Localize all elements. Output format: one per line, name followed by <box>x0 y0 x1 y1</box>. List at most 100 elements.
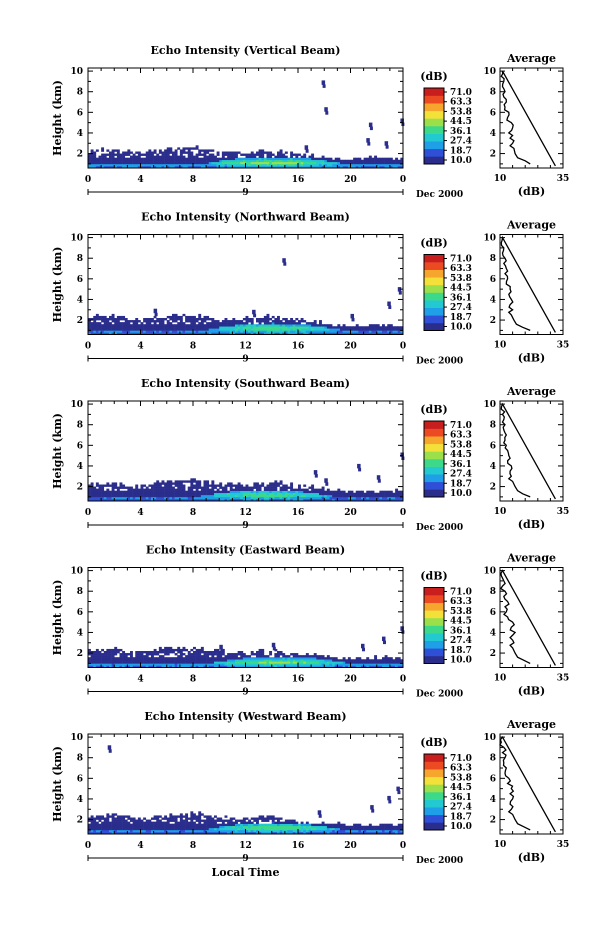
echo-cell <box>274 825 278 829</box>
echo-cell <box>127 324 131 327</box>
echo-cell <box>208 651 212 654</box>
isolated-echo <box>382 636 386 642</box>
echo-cell <box>274 665 278 668</box>
echo-cell <box>179 151 183 154</box>
echo-cell <box>211 159 215 163</box>
echo-cell <box>235 332 238 335</box>
echo-cell <box>303 165 307 169</box>
echo-cell <box>164 492 168 496</box>
echo-cell <box>295 655 299 658</box>
echo-cell <box>116 157 120 161</box>
echo-cell <box>164 823 168 827</box>
echo-cell <box>177 665 181 668</box>
echo-cell <box>114 326 118 329</box>
echo-cell <box>298 661 301 664</box>
echo-cell <box>287 496 291 500</box>
echo-cell <box>284 324 288 327</box>
echo-cell <box>177 157 181 161</box>
echo-cell <box>366 829 370 833</box>
echo-cell <box>187 151 191 154</box>
echo-cell <box>111 151 115 154</box>
echo-cell <box>203 498 207 502</box>
echo-cell <box>316 494 320 498</box>
colorbar-tick-label: 27.4 <box>450 303 472 313</box>
echo-cell <box>124 829 128 833</box>
echo-cell <box>242 494 246 498</box>
echo-cell <box>324 827 328 831</box>
echo-cell <box>389 490 393 494</box>
echo-cell <box>303 332 307 335</box>
echo-cell <box>153 326 157 329</box>
echo-cell <box>263 324 267 327</box>
echo-cell <box>258 490 262 494</box>
echo-cell <box>116 829 120 833</box>
echo-cell <box>182 163 186 167</box>
echo-cell <box>229 163 233 167</box>
echo-cell <box>298 823 301 827</box>
echo-cell <box>261 490 265 494</box>
echo-cell <box>332 825 336 829</box>
echo-cell <box>169 496 173 500</box>
echo-cell <box>166 653 170 656</box>
echo-cell <box>206 831 210 835</box>
echo-cell <box>290 153 294 156</box>
echo-cell <box>337 827 341 831</box>
echo-cell <box>363 326 367 329</box>
echo-cell <box>253 819 257 822</box>
echo-cell <box>106 648 110 652</box>
echo-cell <box>284 165 288 169</box>
echo-cell <box>203 825 207 829</box>
echo-cell <box>287 823 291 827</box>
echo-cell <box>279 322 283 325</box>
echo-cell <box>266 322 270 325</box>
echo-cell <box>237 665 241 668</box>
echo-cell <box>269 165 273 169</box>
echo-cell <box>266 655 270 658</box>
echo-cell <box>232 655 236 658</box>
echo-cell <box>161 655 165 658</box>
echo-cell <box>311 496 315 500</box>
echo-cell <box>119 324 123 327</box>
echo-cell <box>240 665 244 668</box>
echo-cell <box>321 486 325 489</box>
echo-cell <box>363 665 367 668</box>
echo-cell <box>111 324 115 327</box>
echo-cell <box>284 163 288 167</box>
echo-cell <box>232 322 236 325</box>
colorbar-swatch <box>424 141 444 150</box>
echo-cell <box>271 829 275 833</box>
echo-cell <box>277 332 280 335</box>
echo-cell <box>185 165 189 169</box>
echo-cell <box>392 831 396 835</box>
echo-cell <box>329 326 333 329</box>
echo-cell <box>145 655 149 658</box>
colorbar-swatch <box>424 88 444 96</box>
echo-cell <box>250 661 254 664</box>
echo-cell <box>321 161 325 165</box>
echo-cell <box>103 653 107 656</box>
echo-cell <box>148 659 152 662</box>
echo-cell <box>90 332 94 335</box>
echo-cell <box>279 829 283 833</box>
echo-cell <box>266 330 270 333</box>
beam-panel-2: Echo Intensity (Southward Beam)0 4 8 12 16 20… <box>51 377 569 533</box>
echo-cell <box>258 653 262 656</box>
echo-cell <box>198 657 202 660</box>
echo-cell <box>282 829 286 833</box>
echo-cell <box>214 326 217 329</box>
echo-cell <box>182 646 186 650</box>
echo-cell <box>156 492 160 496</box>
echo-cell <box>258 153 262 156</box>
echo-cell <box>321 659 325 662</box>
echo-cell <box>389 663 393 666</box>
echo-cell <box>101 825 105 829</box>
echo-cell <box>227 498 231 502</box>
echo-cell <box>224 490 228 494</box>
echo-cell <box>111 831 115 835</box>
echo-cell <box>303 655 307 658</box>
echo-cell <box>326 663 330 666</box>
echo-cell <box>261 332 265 335</box>
echo-cell <box>116 665 120 668</box>
echo-cell <box>292 827 296 831</box>
echo-cell <box>190 498 194 502</box>
